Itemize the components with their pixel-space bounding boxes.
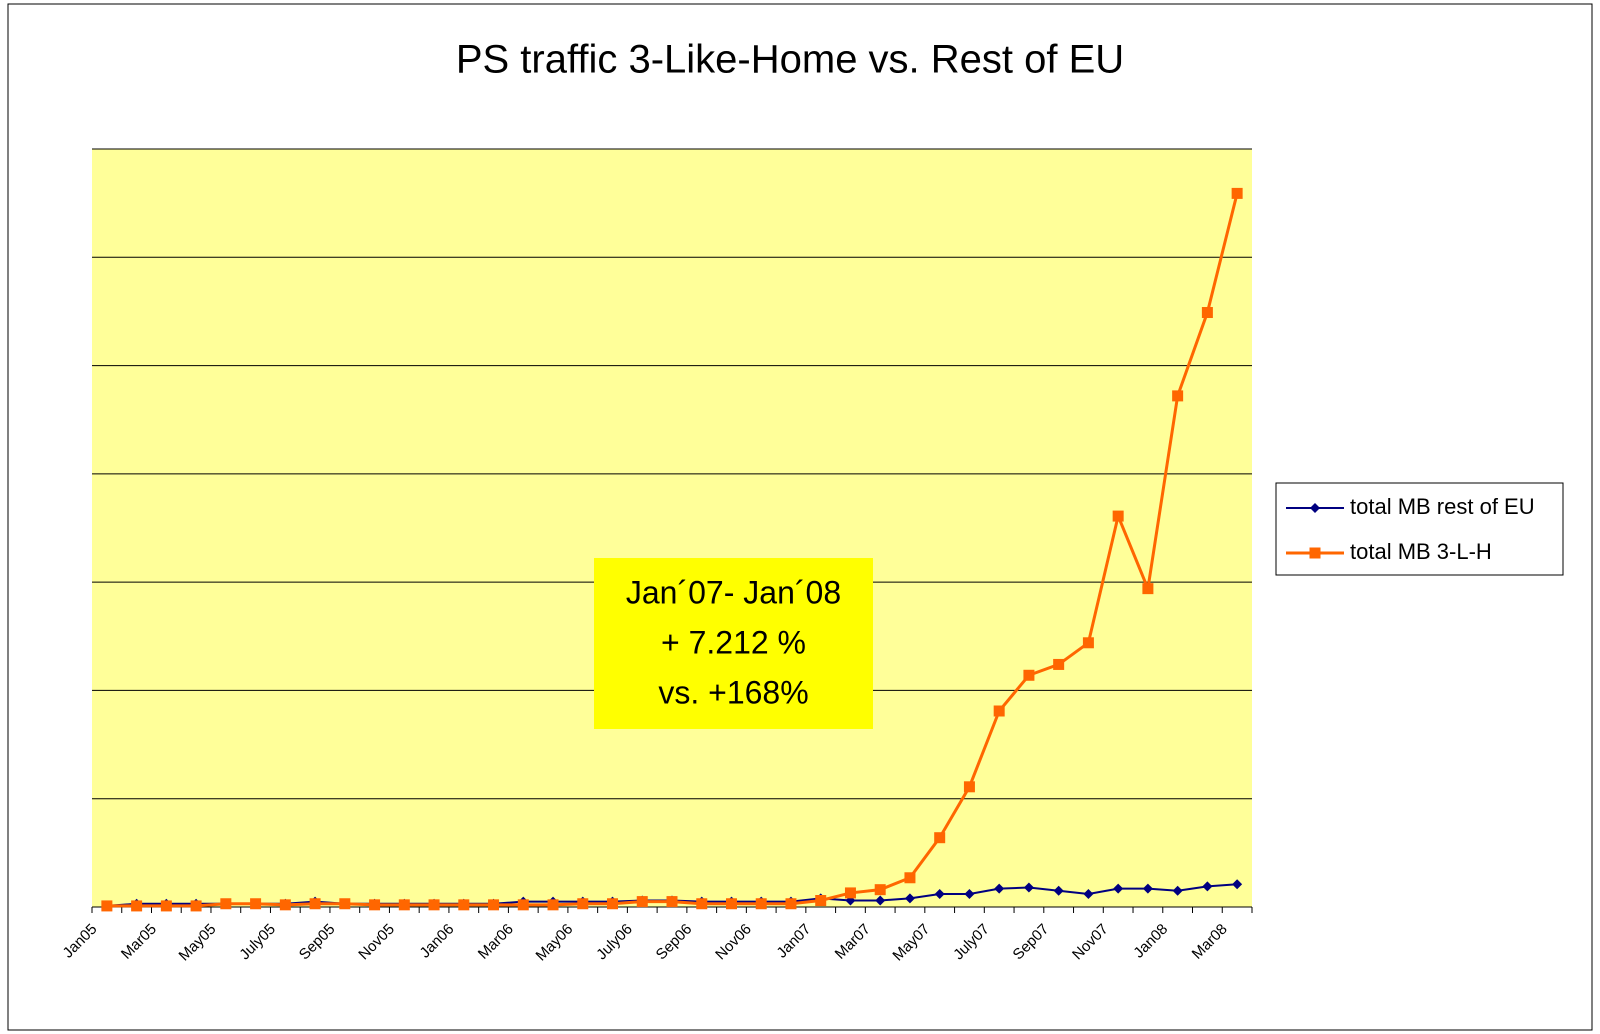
marker: [636, 896, 648, 908]
marker: [190, 900, 202, 912]
marker: [1053, 885, 1064, 896]
marker: [963, 781, 975, 793]
marker: [428, 899, 440, 911]
marker: [1112, 510, 1124, 522]
marker: [725, 898, 737, 910]
marker: [369, 899, 381, 911]
marker: [339, 898, 351, 910]
marker: [1142, 883, 1153, 894]
chart-title: PS traffic 3-Like-Home vs. Rest of EU: [456, 38, 1124, 82]
legend-label: total MB 3-L-H: [1350, 539, 1492, 564]
marker: [309, 898, 321, 910]
marker: [577, 898, 589, 910]
annotation-text: Jan´07- Jan´08: [626, 574, 841, 610]
marker: [279, 899, 291, 911]
annotation-text: + 7.212 %: [661, 624, 806, 660]
marker: [1172, 390, 1184, 402]
marker: [994, 883, 1005, 894]
marker: [1083, 889, 1094, 900]
marker: [250, 898, 262, 910]
marker: [547, 899, 559, 911]
marker: [1023, 669, 1035, 681]
legend-marker: [1310, 503, 1320, 513]
marker: [398, 899, 410, 911]
marker: [755, 898, 767, 910]
marker: [160, 900, 172, 912]
marker: [993, 705, 1005, 717]
marker: [1232, 879, 1243, 890]
marker: [1053, 658, 1065, 670]
marker: [131, 900, 143, 912]
marker: [696, 898, 708, 910]
marker: [904, 893, 915, 904]
marker: [964, 889, 975, 900]
annotation-text: vs. +168%: [658, 674, 808, 710]
marker: [101, 900, 113, 912]
marker: [220, 898, 232, 910]
marker: [1202, 881, 1213, 892]
marker: [934, 832, 946, 844]
marker: [1082, 637, 1094, 649]
marker: [844, 887, 856, 899]
marker: [458, 899, 470, 911]
marker: [517, 899, 529, 911]
legend-box: [1275, 482, 1564, 576]
marker: [1172, 885, 1183, 896]
marker: [785, 898, 797, 910]
marker: [607, 898, 619, 910]
marker: [1142, 583, 1154, 595]
marker: [875, 895, 886, 906]
marker: [1231, 187, 1243, 199]
marker: [1023, 882, 1034, 893]
marker: [488, 899, 500, 911]
legend-label: total MB rest of EU: [1350, 494, 1535, 519]
marker: [874, 884, 886, 896]
marker: [1113, 883, 1124, 894]
marker: [1201, 307, 1213, 319]
marker: [815, 895, 827, 907]
plot-area: [92, 149, 1252, 907]
marker: [934, 889, 945, 900]
marker: [666, 896, 678, 908]
annotation-box: [594, 558, 873, 729]
marker: [904, 872, 916, 884]
legend-marker: [1309, 547, 1321, 559]
